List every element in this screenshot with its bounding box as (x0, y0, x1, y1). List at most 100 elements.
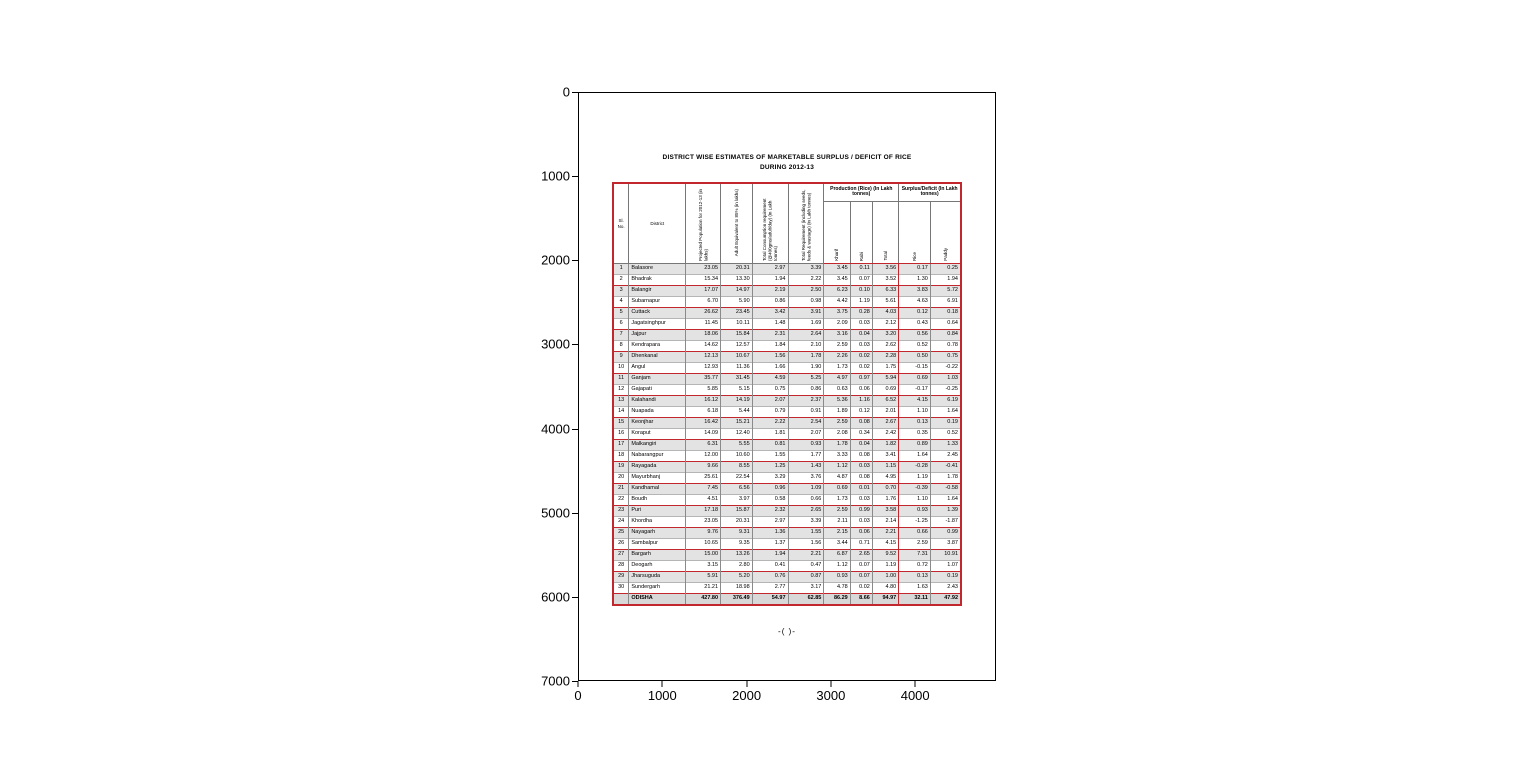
cell-value: 1.81 (751, 428, 788, 440)
cell-value: 0.75 (929, 351, 961, 363)
cell-value: 0.69 (871, 384, 899, 396)
cell-sl-no: 7 (612, 329, 629, 341)
table-row: 30 Sundergarh 21.21 18.98 2.77 3.17 4.78 0.02 4.… (612, 582, 961, 594)
header-adult-equivalent: Adult Equivalent to 85% (in lakhs) (720, 182, 753, 265)
document-title-line2: DURING 2012-13 (759, 164, 815, 172)
cell-value: 20.31 (720, 263, 753, 275)
cell-value: 21.21 (685, 582, 721, 594)
cell-value: 5.85 (685, 384, 721, 396)
cell-value: 14.19 (720, 395, 753, 407)
cell-sl-no: 20 (612, 472, 629, 484)
cell-value: 1.64 (898, 450, 931, 462)
table-row: 9 Dhenkanal 12.13 10.67 1.56 1.78 2.26 0.02 2.28… (612, 351, 961, 363)
cell-district: Rayagada (628, 461, 686, 473)
cell-sl-no: 27 (612, 549, 629, 561)
cell-value: 4.95 (871, 472, 899, 484)
cell-value: 3.17 (787, 582, 824, 594)
cell-value: 2.31 (751, 329, 788, 341)
cell-value: 6.31 (685, 439, 721, 451)
cell-value: 10.11 (720, 318, 753, 330)
table-row: 23 Puri 17.18 15.87 2.32 2.65 2.59 0.99 3.58 0.93… (612, 505, 961, 517)
cell-value: 9.52 (871, 549, 899, 561)
table-row: 4 Subarnapur 6.70 5.90 0.86 0.98 4.42 1.19 5.61 4… (612, 296, 961, 308)
table-row: 19 Rayagada 9.66 8.55 1.25 1.43 1.12 0.03 1.15 -0… (612, 461, 961, 473)
cell-value: 2.12 (871, 318, 899, 330)
y-tick-mark (572, 512, 578, 514)
cell-value: 3.91 (787, 307, 824, 319)
cell-value: 0.99 (929, 527, 961, 539)
cell-value: 2.59 (823, 417, 851, 429)
cell-value: 0.03 (849, 516, 873, 528)
cell-value: 14.97 (720, 285, 753, 297)
cell-value: 0.63 (823, 384, 851, 396)
cell-value: 10.67 (720, 351, 753, 363)
cell-value: 4.80 (871, 582, 899, 594)
table-row: 7 Jajpur 18.06 15.84 2.31 2.64 3.16 0.04 3.20 0.5… (612, 329, 961, 341)
cell-district: Balasore (628, 263, 686, 275)
cell-value: 10.60 (720, 450, 753, 462)
cell-value: 10.91 (929, 549, 961, 561)
cell-value: 0.96 (751, 483, 788, 495)
cell-sl-no: 16 (612, 428, 629, 440)
cell-value: 1.48 (751, 318, 788, 330)
cell-value: 3.33 (823, 450, 851, 462)
cell-value: 0.97 (849, 373, 873, 385)
y-tick-mark (572, 92, 578, 93)
cell-value: 7.31 (898, 549, 931, 561)
x-tick-mark (830, 681, 832, 687)
table-row: 1 Balasore 23.05 20.31 2.97 3.39 3.45 0.11 3.56 0… (612, 263, 961, 275)
y-tick-mark (572, 428, 578, 430)
cell-value: 0.02 (849, 582, 873, 594)
header-total: Total (871, 200, 900, 265)
cell-value: 1.78 (787, 351, 824, 363)
cell-sl-no: 28 (612, 560, 629, 572)
cell-value: 0.66 (898, 527, 931, 539)
cell-value: 18.98 (720, 582, 753, 594)
cell-sl-no: 13 (612, 395, 629, 407)
cell-value: 0.03 (849, 340, 873, 352)
cell-value: 2.08 (823, 428, 851, 440)
table-header: Sl. No. District Projected Population fo… (612, 182, 962, 265)
cell-value: 9.31 (720, 527, 753, 539)
cell-value: 0.19 (929, 417, 961, 429)
table-row: 24 Khordha 23.05 20.31 2.97 3.39 2.11 0.03 2.14-… (612, 516, 961, 528)
table-row: 14 Nuapada 6.18 5.44 0.79 0.91 1.89 0.12 2.01 1.1… (612, 406, 961, 418)
cell-district: Puri (628, 505, 686, 517)
cell-sl-no: 23 (612, 505, 629, 517)
cell-district: Koraput (628, 428, 686, 440)
cell-value: 9.35 (720, 538, 753, 550)
y-tick-label: 0 (562, 84, 570, 100)
cell-value: 10.65 (685, 538, 721, 550)
cell-value: 1.94 (751, 274, 788, 286)
cell-district: Bhadrak (628, 274, 686, 286)
cell-value: 4.59 (751, 373, 788, 385)
cell-value: 0.04 (849, 329, 873, 341)
cell-value: 0.28 (849, 307, 873, 319)
cell-value: 0.47 (787, 560, 824, 572)
cell-district: Dhenkanal (628, 351, 686, 363)
table-row: 15 Keonjhar 16.42 15.21 2.22 2.54 2.59 0.08 2.67… (612, 417, 961, 429)
x-tick-label: 0 (574, 688, 582, 703)
cell-value: 1.33 (929, 439, 961, 451)
cell-value: 1.25 (751, 461, 788, 473)
cell-value: 17.07 (685, 285, 721, 297)
cell-value: 2.65 (787, 505, 824, 517)
cell-value: 6.33 (871, 285, 899, 297)
cell-sl-no: 17 (612, 439, 629, 451)
cell-value: 0.04 (849, 439, 873, 451)
table-row: 17 Malkangiri 6.31 5.55 0.81 0.93 1.78 0.04 1.82… (612, 439, 961, 451)
cell-value: 0.52 (898, 340, 931, 352)
cell-value: 6.87 (823, 549, 851, 561)
cell-value: 0.64 (929, 318, 961, 330)
cell-value: 3.75 (823, 307, 851, 319)
cell-value: 2.22 (751, 417, 788, 429)
cell-value: 0.99 (849, 505, 873, 517)
table-row: 25 Nayagarh 9.76 9.31 1.36 1.55 2.15 0.06 2.21 0.… (612, 527, 961, 539)
cell-value: 1.73 (823, 494, 851, 506)
table-row: 26 Sambalpur 10.65 9.35 1.37 1.56 3.44 0.71 4.15… (612, 538, 961, 550)
cell-sl-no: 25 (612, 527, 629, 539)
cell-value: 0.43 (898, 318, 931, 330)
cell-value: 2.07 (787, 428, 824, 440)
header-district: District (628, 182, 687, 265)
cell-value: 2.42 (871, 428, 899, 440)
